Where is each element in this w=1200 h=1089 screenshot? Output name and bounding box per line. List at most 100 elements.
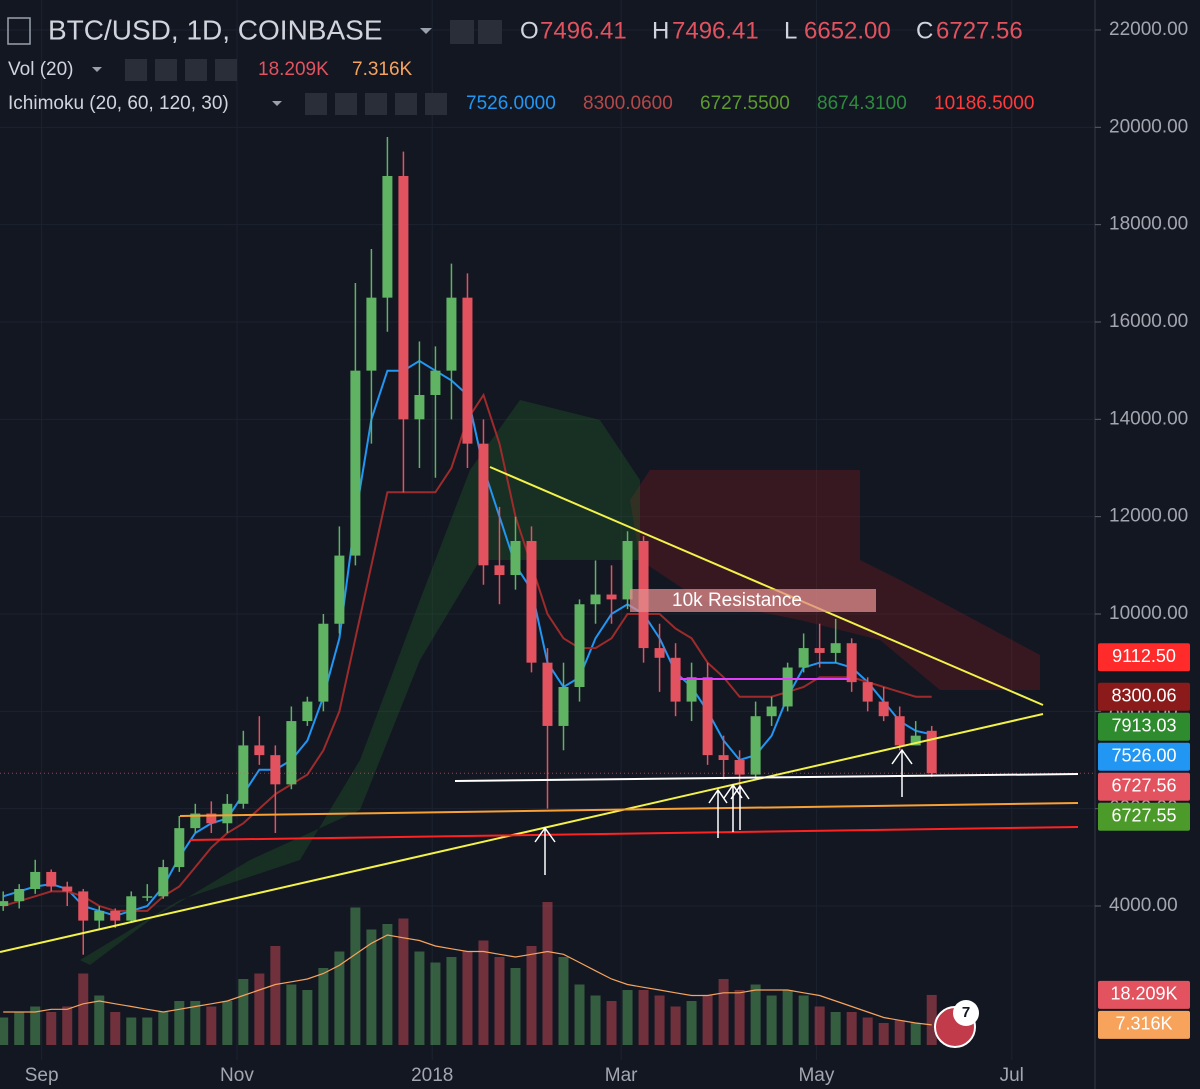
price-marker	[1098, 802, 1190, 831]
candle-body	[126, 896, 137, 921]
y-tick-label: 20000.00	[1109, 116, 1188, 137]
candle-body	[478, 443, 489, 566]
volume-bar	[270, 946, 281, 1045]
volume-legend: 18.209K 7.316K	[258, 59, 413, 80]
candle-body	[414, 394, 425, 420]
price-marker-label: 6727.56	[1111, 775, 1176, 795]
candle-body	[382, 175, 393, 298]
x-tick-label: Jul	[1000, 1065, 1024, 1086]
symbol-title[interactable]: BTC/USD, 1D, COINBASE	[48, 14, 383, 45]
volume-bar	[46, 1012, 57, 1045]
y-tick-label: 10000.00	[1109, 603, 1188, 624]
candle-body	[30, 871, 41, 889]
candle-body	[542, 662, 553, 726]
candle-body	[606, 594, 617, 600]
volume-bar	[62, 1006, 73, 1045]
volume-legend-value: 7.316K	[352, 59, 413, 80]
volume-bar	[654, 995, 665, 1045]
volume-bar	[446, 957, 457, 1045]
icon[interactable]	[335, 93, 357, 115]
candle-body	[766, 706, 777, 717]
icon[interactable]	[155, 59, 177, 81]
volume-bar	[30, 1006, 41, 1045]
candle-body	[46, 871, 57, 887]
volume-bar	[222, 1001, 233, 1045]
candle-body	[0, 901, 9, 907]
price-marker	[1098, 772, 1190, 801]
icon[interactable]	[395, 93, 417, 115]
icons	[125, 59, 237, 81]
candle-body	[238, 745, 249, 804]
candle-body	[158, 867, 169, 897]
volume-bar	[254, 973, 265, 1045]
badge[interactable]	[953, 1000, 979, 1026]
candle-body	[718, 755, 729, 761]
candle-body	[430, 370, 441, 395]
candle-body	[734, 760, 745, 775]
menu-icon[interactable]	[7, 17, 31, 45]
candle-body	[366, 297, 377, 371]
y-tick-label: 22000.00	[1109, 19, 1188, 40]
candle-body	[14, 888, 25, 902]
candle-body	[446, 297, 457, 371]
volume-bar	[718, 979, 729, 1045]
candle-body	[318, 623, 329, 702]
candle-body	[926, 730, 937, 774]
icon[interactable]	[365, 93, 387, 115]
icon[interactable]	[425, 93, 447, 115]
candle-body	[174, 828, 185, 868]
dropdown[interactable]	[420, 28, 432, 34]
plot	[0, 137, 1095, 1045]
icon[interactable]	[185, 59, 207, 81]
volume-bar	[14, 1012, 25, 1045]
candle-body	[670, 657, 681, 702]
ohlc-value: 7496.41	[540, 17, 627, 44]
volume-bar	[558, 957, 569, 1045]
icon[interactable]	[478, 20, 502, 44]
y-tick-label: 18000.00	[1109, 214, 1188, 235]
y-tick-label: 14000.00	[1109, 408, 1188, 429]
volume-bar	[830, 1012, 841, 1045]
candle-body	[686, 677, 697, 702]
ohlc-value: 6652.00	[804, 17, 891, 44]
dropdown[interactable]	[92, 67, 102, 72]
volume-bar	[542, 902, 553, 1045]
candle-body	[510, 540, 521, 576]
indicator-legend-value: 8674.3100	[817, 93, 907, 114]
volume-bar	[702, 995, 713, 1045]
candle-body	[910, 735, 921, 746]
indicator-legend-value: 7526.0000	[466, 93, 556, 114]
price-marker-label: 8300.06	[1111, 685, 1176, 705]
icon[interactable]	[125, 59, 147, 81]
candle-body	[62, 886, 73, 892]
candle-body	[878, 701, 889, 717]
candle-body	[894, 716, 905, 746]
dropdown[interactable]	[272, 101, 282, 106]
volume-bar	[462, 951, 473, 1045]
ohlc-key: O	[520, 17, 539, 44]
candle-body	[110, 910, 121, 921]
candle-body	[782, 667, 793, 707]
icon[interactable]	[450, 20, 474, 44]
trendline	[0, 713, 1044, 953]
volume-bar	[910, 1023, 921, 1045]
ohlc-key: L	[784, 17, 797, 44]
icon[interactable]	[215, 59, 237, 81]
candle-body	[142, 896, 153, 898]
support-line	[179, 802, 1079, 817]
volume-bar	[206, 1006, 217, 1045]
volume-bar	[366, 929, 377, 1045]
volume-bar	[510, 968, 521, 1045]
volume-bar	[430, 962, 441, 1045]
candle-body	[254, 745, 265, 756]
volume-ma-line	[3, 934, 932, 1026]
ohlc-value: 6727.56	[936, 17, 1023, 44]
x-tick-label: Sep	[25, 1065, 59, 1086]
volume-bar	[846, 1012, 857, 1045]
volume-bar	[894, 1020, 905, 1045]
axes: 4000.006000.008000.0010000.0012000.00140…	[25, 19, 1190, 1086]
icon[interactable]	[305, 93, 327, 115]
volume-bar	[398, 918, 409, 1045]
